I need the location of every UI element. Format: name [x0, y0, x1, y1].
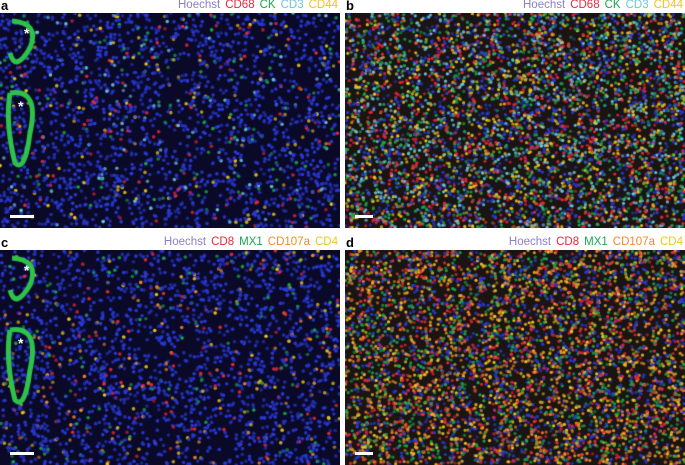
micrograph [0, 13, 340, 228]
asterisk-marker: * [24, 262, 30, 278]
scale-bar [355, 452, 373, 455]
stain-label: CD4 [314, 236, 338, 248]
panel-c: c Hoechst CD8 MX1 CD107a CD4 * * [0, 235, 340, 465]
scale-bar [355, 215, 373, 218]
panel-letter: c [1, 235, 9, 250]
asterisk-marker: * [18, 98, 24, 114]
panel-letter: b [346, 0, 354, 13]
panel-a: a Hoechst CD68 CK CD3 CD44 * * [0, 0, 340, 228]
stain-legend: Hoechst CD68 CK CD3 CD44 [173, 0, 338, 11]
stain-legend: Hoechst CD68 CK CD3 CD44 [518, 0, 683, 11]
stain-label: CD44 [308, 0, 338, 11]
stain-label: CD107a [612, 236, 655, 248]
stain-label: Hoechst [508, 236, 552, 248]
panel-b: b Hoechst CD68 CK CD3 CD44 [345, 0, 685, 228]
stain-label: CD3 [625, 0, 649, 11]
stain-label: Hoechst [178, 0, 221, 11]
scale-bar [10, 215, 34, 218]
panel-d: d Hoechst CD8 MX1 CD107a CD4 [345, 235, 685, 465]
stain-label: CD3 [280, 0, 304, 11]
stain-label: CD4 [659, 236, 683, 248]
stain-legend: Hoechst CD8 MX1 CD107a CD4 [504, 236, 683, 248]
stain-legend: Hoechst CD8 MX1 CD107a CD4 [159, 236, 338, 248]
asterisk-marker: * [24, 25, 30, 41]
stain-label: Hoechst [163, 236, 207, 248]
panel-letter: d [346, 235, 354, 250]
stain-label: CD44 [653, 0, 683, 11]
stain-label: MX1 [584, 236, 608, 248]
stain-label: CD107a [267, 236, 310, 248]
stain-label: CD68 [225, 0, 255, 11]
stain-label: Hoechst [523, 0, 566, 11]
stain-label: CD8 [556, 236, 580, 248]
scale-bar [10, 452, 34, 455]
micrograph [345, 250, 685, 465]
stain-label: MX1 [239, 236, 263, 248]
stain-label: CD68 [570, 0, 600, 11]
stain-label: CD8 [211, 236, 235, 248]
asterisk-marker: * [18, 335, 24, 351]
micrograph [0, 250, 340, 465]
panel-letter: a [1, 0, 9, 13]
micrograph [345, 13, 685, 228]
stain-label: CK [604, 0, 621, 11]
stain-label: CK [259, 0, 276, 11]
